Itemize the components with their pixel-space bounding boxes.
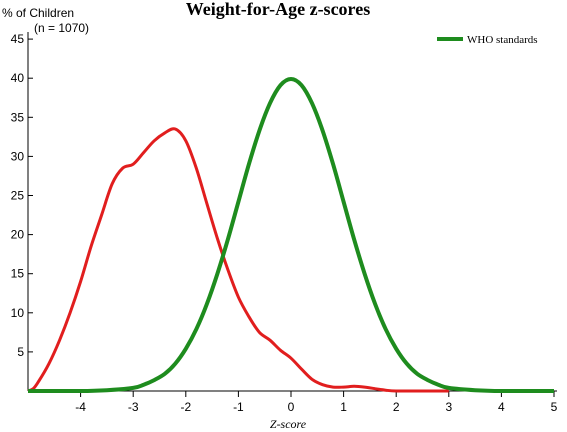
x-tick-label: -3 bbox=[128, 400, 139, 414]
y-axis-ticks: 5 10 15 20 25 30 35 40 45 bbox=[11, 32, 33, 359]
series-line-sample bbox=[27, 127, 449, 393]
x-tick-label: -2 bbox=[180, 400, 191, 414]
series-layer bbox=[27, 77, 555, 394]
x-axis-ticks: -4 -3 -2 -1 0 1 2 3 4 5 bbox=[75, 391, 558, 414]
x-tick-label: -1 bbox=[233, 400, 244, 414]
y-tick-label: 45 bbox=[11, 32, 25, 46]
legend-label-who: WHO standards bbox=[467, 34, 538, 46]
y-tick-label: 15 bbox=[11, 267, 25, 281]
x-tick-label: 2 bbox=[393, 400, 400, 414]
y-tick-label: 10 bbox=[11, 306, 25, 320]
x-tick-label: 5 bbox=[551, 400, 558, 414]
x-tick-label: 0 bbox=[288, 400, 295, 414]
x-tick-label: -4 bbox=[75, 400, 86, 414]
legend: WHO standards bbox=[437, 34, 538, 46]
y-axis-label: % of Children bbox=[2, 6, 74, 20]
y-tick-label: 20 bbox=[11, 228, 25, 242]
x-tick-label: 4 bbox=[498, 400, 505, 414]
sample-size-note: (n = 1070) bbox=[34, 21, 89, 35]
x-tick-label: 1 bbox=[340, 400, 347, 414]
series-line-who-standards bbox=[27, 77, 555, 394]
x-axis-label: Z-score bbox=[270, 417, 307, 431]
y-tick-label: 25 bbox=[11, 189, 25, 203]
y-tick-label: 5 bbox=[17, 345, 24, 359]
y-tick-label: 30 bbox=[11, 149, 25, 163]
chart-title: Weight-for-Age z-scores bbox=[186, 0, 370, 19]
y-tick-label: 40 bbox=[11, 71, 25, 85]
x-tick-label: 3 bbox=[445, 400, 452, 414]
y-tick-label: 35 bbox=[11, 110, 25, 124]
